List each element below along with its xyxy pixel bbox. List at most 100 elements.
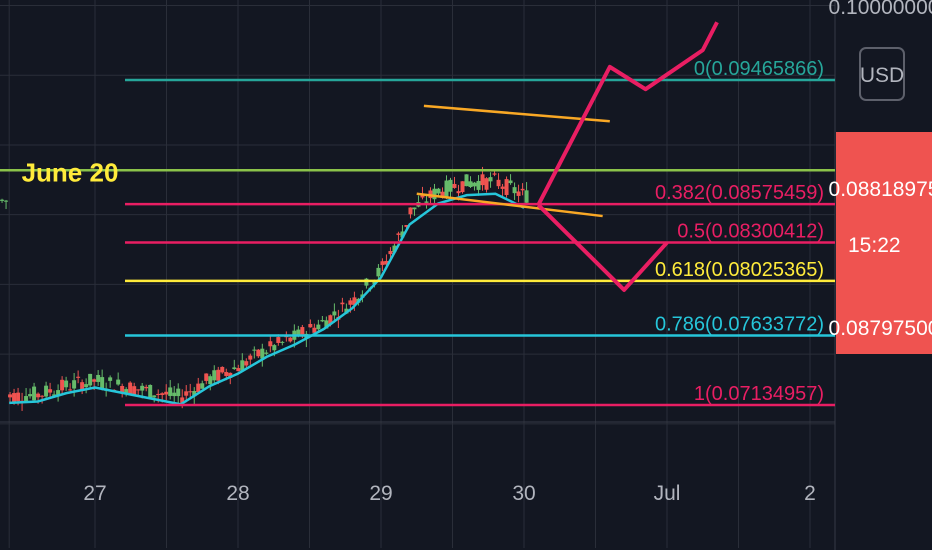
candle-body <box>192 390 197 397</box>
x-axis-tick: 30 <box>512 482 535 505</box>
candle-body <box>188 391 193 393</box>
candle-body <box>508 180 513 184</box>
candle-body <box>400 231 405 238</box>
candle-body <box>120 385 125 394</box>
candle-body <box>228 372 233 378</box>
candle-body <box>176 388 181 397</box>
candle-body <box>156 393 161 395</box>
candle-body <box>424 201 429 203</box>
candle-body <box>396 233 401 235</box>
candle-body <box>36 393 41 398</box>
candle-body <box>276 337 281 343</box>
candle-body <box>500 186 505 189</box>
candle-body <box>48 389 53 393</box>
candle-body <box>196 383 201 393</box>
annotation-label: June 20 <box>22 157 119 187</box>
candle-body <box>388 251 393 255</box>
candle-body <box>432 188 437 200</box>
candle-body <box>320 320 325 322</box>
fib-level-label: 0.5(0.08300412) <box>677 220 824 242</box>
projection-path <box>536 21 719 206</box>
candle-body <box>316 324 321 330</box>
candle-body <box>240 360 245 371</box>
candle-body <box>288 337 293 342</box>
x-axis-tick: 2 <box>804 482 816 505</box>
candle-body <box>160 393 165 396</box>
x-axis-tick: 27 <box>83 482 106 505</box>
candle-body <box>376 267 381 277</box>
candle-body <box>280 341 285 343</box>
candle-body <box>248 355 253 360</box>
candle-body <box>456 191 461 194</box>
candle-body <box>164 391 169 395</box>
candle-body <box>268 341 273 347</box>
candle-body <box>0 199 5 201</box>
price-badge <box>836 132 932 354</box>
candle-body <box>52 394 57 396</box>
x-axis-tick: Jul <box>654 482 681 505</box>
candle-body <box>76 376 81 378</box>
candle-body <box>392 245 397 253</box>
candle-body <box>92 379 97 382</box>
moving-average-line <box>9 192 525 406</box>
candle-body <box>236 368 241 372</box>
candle-body <box>480 174 485 186</box>
candle-body <box>136 389 141 391</box>
candle-body <box>468 181 473 187</box>
candle-body <box>260 348 265 359</box>
candle-body <box>96 374 101 382</box>
candle-body <box>216 369 221 381</box>
candle-body <box>296 329 301 337</box>
candle-body <box>460 181 465 193</box>
candle-body <box>84 384 89 388</box>
candle-body <box>408 207 413 215</box>
candle-body <box>60 379 65 391</box>
fib-level-label: 0.382(0.08575459) <box>655 182 824 204</box>
candle-body <box>300 327 305 337</box>
candle-body <box>32 386 37 401</box>
candle-body <box>272 345 277 351</box>
candle-body <box>180 397 185 404</box>
candle-body <box>28 394 33 397</box>
candle-body <box>444 180 449 197</box>
candle-body <box>244 361 249 366</box>
currency-label: USD <box>860 64 904 87</box>
currency-badge <box>859 47 905 101</box>
candle-body <box>364 278 369 286</box>
projection-path <box>536 203 669 292</box>
candle-body <box>128 382 133 394</box>
candle-body <box>440 191 445 197</box>
low-price-label: 0.08797500 <box>829 317 932 340</box>
candle-body <box>308 323 313 328</box>
candle-body <box>116 379 121 385</box>
candle-body <box>132 386 137 396</box>
candle-body <box>16 392 21 402</box>
candle-body <box>384 260 389 265</box>
candle-body <box>256 349 261 357</box>
candle-body <box>4 200 9 202</box>
candle-body <box>380 261 385 265</box>
candle-body <box>232 367 237 370</box>
candle-body <box>148 384 153 399</box>
candle-body <box>488 177 493 182</box>
candle-body <box>472 182 477 187</box>
candle-body <box>452 183 457 188</box>
candle-body <box>152 395 157 398</box>
fib-level-label: 0(0.09465866) <box>694 58 824 80</box>
candle-body <box>220 366 225 373</box>
candle-body <box>204 373 209 381</box>
candle-body <box>252 349 257 351</box>
candle-body <box>100 377 105 389</box>
candle-body <box>492 173 497 175</box>
candle-body <box>328 315 333 324</box>
candle-body <box>200 383 205 389</box>
candle-body <box>496 179 501 187</box>
candle-body <box>524 190 529 203</box>
candle-body <box>340 302 345 305</box>
candle-body <box>68 389 73 391</box>
candle-body <box>332 311 337 316</box>
candle-body <box>420 194 425 198</box>
current-price-label: 0.08818975 <box>829 178 932 201</box>
